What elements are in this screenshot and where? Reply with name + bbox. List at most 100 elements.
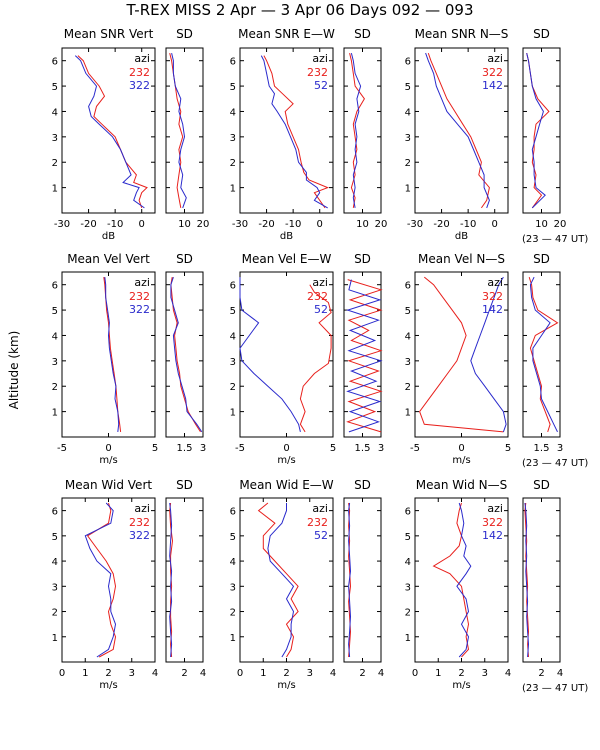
y-tick-label: 4 <box>230 557 236 568</box>
y-tick-label: 4 <box>230 331 236 342</box>
panel-title: Mean Wid E—W <box>239 478 333 492</box>
x-axis-label: dB <box>102 231 115 242</box>
series-line-232 <box>170 277 201 433</box>
series-line-322 <box>104 277 120 432</box>
x-tick-label: 1.5 <box>177 443 193 454</box>
y-tick-label: 4 <box>230 107 236 118</box>
panel-2-5: SD 2 4 <box>522 478 563 679</box>
x-tick-label: 5 <box>505 443 511 454</box>
y-tick-label: 2 <box>405 382 411 393</box>
x-tick-label: 10 <box>178 219 191 230</box>
series-line-52 <box>350 52 362 208</box>
x-tick-label: 2 <box>458 668 464 679</box>
x-tick-label: 3 <box>129 668 135 679</box>
y-tick-label: 5 <box>405 306 411 317</box>
x-axis-label: m/s <box>452 680 470 691</box>
panel-title: SD <box>176 478 193 492</box>
series-line-322 <box>528 276 559 433</box>
y-tick-label: 2 <box>52 158 58 169</box>
legend-entry: 232 <box>129 290 150 303</box>
x-axis-label: m/s <box>99 455 117 466</box>
x-tick-label: -5 <box>410 443 420 454</box>
series-line-52 <box>267 503 295 658</box>
panel-0-1: SD 10 20 <box>165 27 210 230</box>
y-tick-label: 6 <box>405 57 411 68</box>
legend-header: azi <box>134 52 150 65</box>
x-tick-label: 0 <box>492 219 498 230</box>
y-tick-label: 6 <box>230 281 236 292</box>
y-tick-label: 3 <box>230 357 236 368</box>
x-tick-label: -10 <box>460 219 476 230</box>
y-tick-label: 2 <box>230 382 236 393</box>
x-tick-label: -10 <box>285 219 301 230</box>
x-tick-label: 2 <box>181 668 187 679</box>
y-tick-label: 3 <box>405 357 411 368</box>
panel-title: SD <box>533 252 550 266</box>
x-tick-label: 4 <box>557 668 563 679</box>
legend-entry: 322 <box>482 516 503 529</box>
y-tick-label: 4 <box>52 107 58 118</box>
x-tick-label: -5 <box>235 443 245 454</box>
legend-entry: 322 <box>482 66 503 79</box>
panel-title: Mean SNR Vert <box>64 27 154 41</box>
panel-title: SD <box>354 252 371 266</box>
panel-title: Mean Vel Vert <box>67 252 150 266</box>
y-tick-label: 1 <box>230 408 236 419</box>
legend-header: azi <box>134 502 150 515</box>
x-tick-label: 2 <box>359 668 365 679</box>
y-tick-label: 2 <box>405 608 411 619</box>
series-line-232 <box>263 55 330 209</box>
y-tick-label: 5 <box>405 82 411 93</box>
y-tick-label: 1 <box>52 633 58 644</box>
panel-0-3: SD 10 20 <box>343 27 387 230</box>
y-tick-label: 6 <box>230 507 236 518</box>
legend-entry: 52 <box>314 529 328 542</box>
plot-frame <box>522 47 561 214</box>
x-tick-label: 4 <box>200 668 206 679</box>
series-line-322 <box>74 55 145 209</box>
y-tick-label: 3 <box>230 582 236 593</box>
x-tick-label: 3 <box>307 668 313 679</box>
x-tick-label: 10 <box>535 219 548 230</box>
legend-entry: 142 <box>482 303 503 316</box>
x-tick-label: -30 <box>407 219 423 230</box>
y-tick-label: 5 <box>52 306 58 317</box>
y-tick-label: 1 <box>52 184 58 195</box>
x-tick-label: 5 <box>152 443 158 454</box>
x-tick-label: 2 <box>283 668 289 679</box>
plot-frame <box>165 271 204 438</box>
legend-header: azi <box>312 502 328 515</box>
x-tick-label: 0 <box>59 668 65 679</box>
legend-entry: 52 <box>314 303 328 316</box>
plot-frame <box>343 47 382 214</box>
y-tick-label: 4 <box>405 331 411 342</box>
legend-entry: 232 <box>307 66 328 79</box>
series-line-232 <box>299 284 332 433</box>
x-tick-label: 20 <box>197 219 210 230</box>
series-line-322 <box>524 502 530 658</box>
x-tick-label: 0 <box>237 668 243 679</box>
x-tick-label: 1.5 <box>355 443 371 454</box>
y-tick-label: 1 <box>405 633 411 644</box>
panel-1-1: SD 1.5 3 <box>165 252 206 454</box>
y-tick-label: 3 <box>230 133 236 144</box>
plot-frame <box>239 47 334 214</box>
y-tick-label: 2 <box>230 158 236 169</box>
x-tick-label: 3 <box>200 443 206 454</box>
x-tick-label: 0 <box>412 668 418 679</box>
panel-title: SD <box>176 252 193 266</box>
legend-header: azi <box>312 276 328 289</box>
series-line-52 <box>346 279 383 433</box>
series-line-142 <box>529 276 558 433</box>
legend-header: azi <box>312 52 328 65</box>
legend-entry: 142 <box>482 79 503 92</box>
y-tick-label: 5 <box>230 306 236 317</box>
x-tick-label: 3 <box>378 443 384 454</box>
y-tick-label: 4 <box>405 557 411 568</box>
x-tick-label: 0 <box>105 443 111 454</box>
x-axis-label: m/s <box>99 680 117 691</box>
x-tick-label: 3 <box>482 668 488 679</box>
series-line-322 <box>171 52 187 209</box>
